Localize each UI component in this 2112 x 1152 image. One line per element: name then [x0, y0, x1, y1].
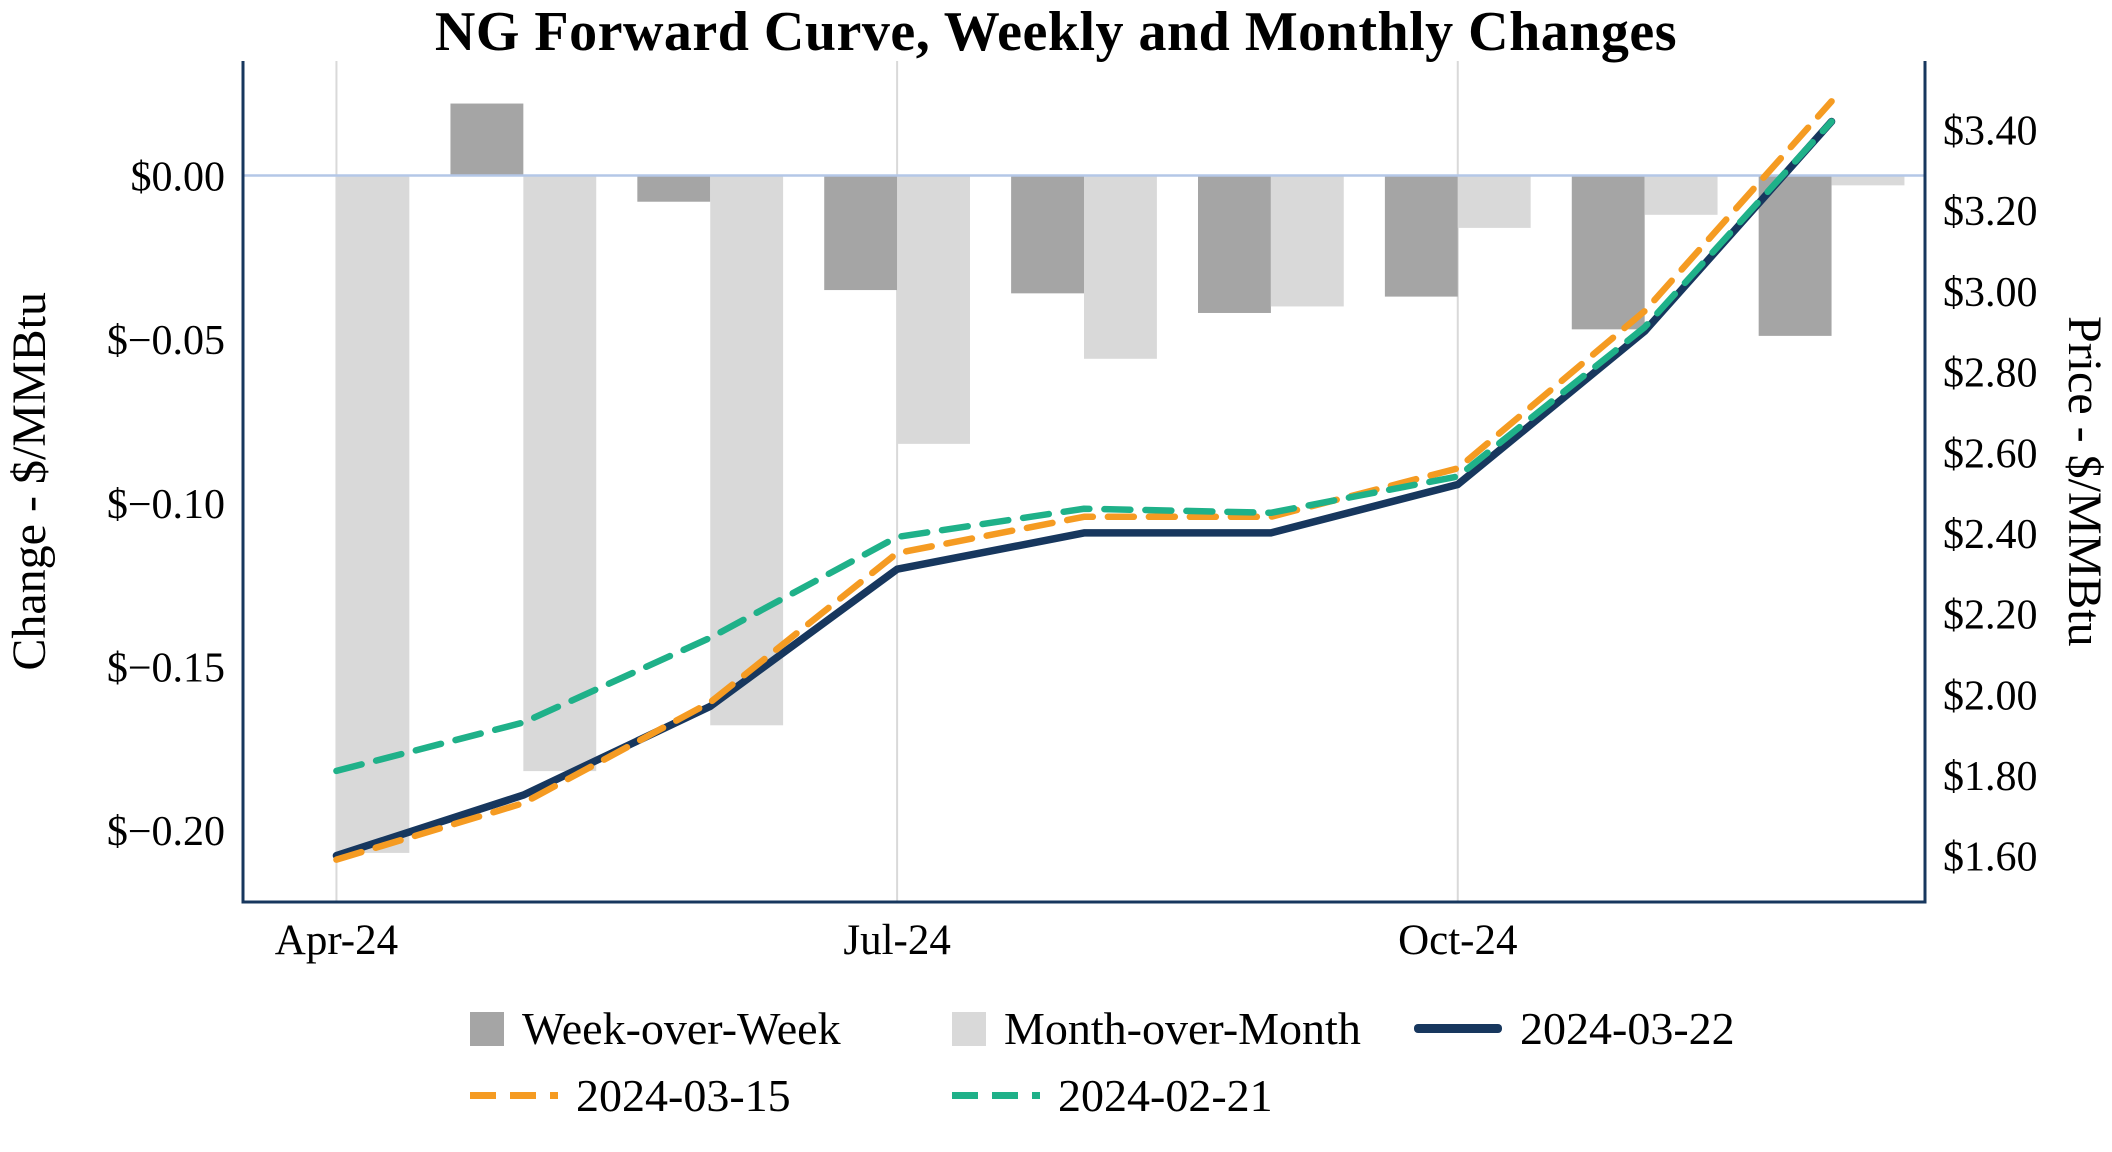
month-over-month-swatch: [952, 1011, 986, 1046]
week-over-week-bar: [450, 103, 524, 176]
right-tick-label: $2.80: [1943, 351, 2038, 397]
week-over-week-bar: [1758, 175, 1832, 336]
chart-title: NG Forward Curve, Weekly and Monthly Cha…: [434, 1, 1678, 63]
price-line-2024-03-15: [333, 98, 1835, 863]
week-over-week-bar: [1011, 175, 1084, 294]
right-tick-label: $3.40: [1943, 109, 2038, 155]
month-over-month-bar: [1270, 175, 1344, 307]
legend-item-2024-02-21: 2024-02-21: [952, 1069, 1414, 1122]
left-tick-label: $−0.20: [107, 809, 225, 855]
left-tick-label: $0.00: [131, 155, 226, 201]
month-over-month-bar: [1457, 175, 1531, 228]
legend-item-week-over-week: Week-over-Week: [470, 1002, 952, 1055]
week-over-week-bar: [1198, 175, 1271, 313]
week-over-week-bar: [637, 175, 711, 202]
left-tick-label: $−0.10: [107, 482, 225, 528]
right-tick-label: $3.20: [1943, 189, 2038, 235]
legend-item-2024-03-15: 2024-03-15: [470, 1069, 952, 1122]
left-tick-label: $−0.15: [107, 645, 225, 691]
left-tick-label: $−0.05: [107, 318, 225, 364]
right-tick-label: $2.20: [1943, 593, 2038, 639]
legend-item-2024-03-22: 2024-03-22: [1414, 1002, 1735, 1055]
solid-line-swatch: [1414, 1024, 1502, 1033]
right-axis-title-text: Price - $/MMBtu: [2058, 316, 2111, 647]
right-tick-label: $3.00: [1943, 270, 2038, 316]
orange-dashed-swatch: [470, 1092, 558, 1099]
month-over-month-bar: [523, 175, 597, 772]
price-line-2024-03-22: [332, 117, 1836, 860]
legend-label: Week-over-Week: [522, 1003, 841, 1054]
green-dashed-swatch: [952, 1092, 1040, 1099]
right-tick-label: $2.00: [1943, 673, 2038, 719]
month-over-month-bar: [1644, 175, 1718, 215]
month-over-month-bar: [897, 175, 970, 444]
legend-label: 2024-02-21: [1058, 1070, 1273, 1121]
month-over-month-bar: [1831, 175, 1905, 186]
month-over-month-bar: [336, 175, 410, 853]
right-tick-label: $1.80: [1943, 754, 2038, 800]
right-axis-title: Price - $/MMBtu: [2057, 61, 2112, 902]
month-over-month-bar: [710, 175, 784, 726]
week-over-week-bar: [824, 175, 898, 291]
legend: Week-over-Week Month-over-Month 2024-03-…: [470, 1002, 1735, 1122]
legend-label: 2024-03-15: [576, 1070, 791, 1121]
right-tick-label: $2.60: [1943, 431, 2038, 477]
legend-label: Month-over-Month: [1004, 1003, 1361, 1054]
right-tick-label: $1.60: [1943, 835, 2038, 881]
month-over-month-bar: [1084, 175, 1157, 359]
x-tick-label: Oct-24: [1398, 917, 1517, 964]
week-over-week-bar: [1571, 175, 1645, 330]
legend-label: 2024-03-22: [1520, 1003, 1735, 1054]
week-over-week-swatch: [470, 1011, 504, 1046]
legend-item-month-over-month: Month-over-Month: [952, 1002, 1414, 1055]
right-tick-label: $2.40: [1943, 512, 2038, 558]
x-tick-label: Jul-24: [843, 917, 951, 964]
x-tick-label: Apr-24: [275, 917, 398, 964]
price-line-2024-02-21: [333, 118, 1835, 775]
week-over-week-bar: [1384, 175, 1458, 297]
